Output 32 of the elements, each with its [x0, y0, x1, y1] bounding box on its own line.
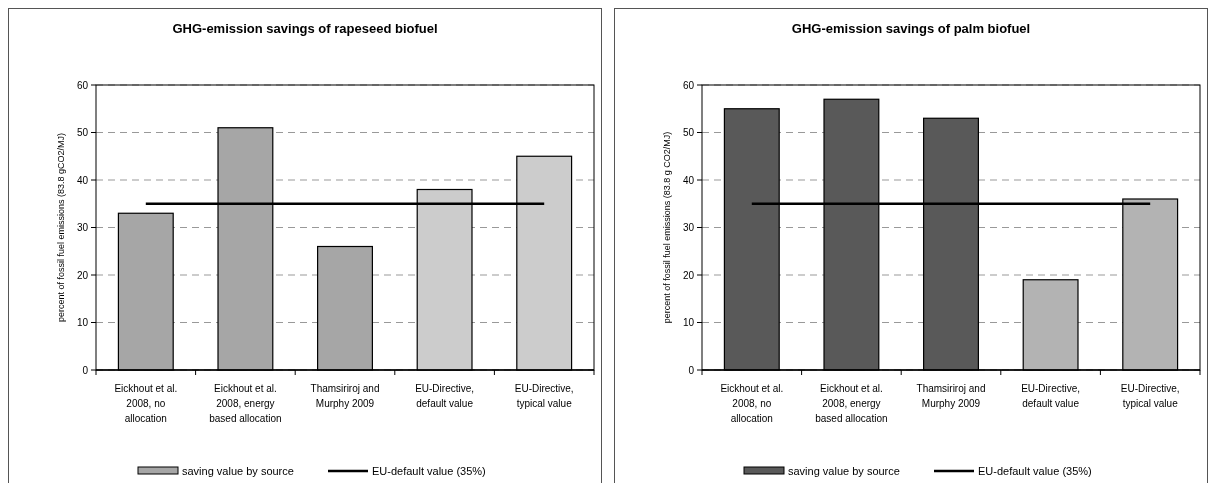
y-tick-label: 50	[682, 127, 695, 138]
y-tick-label: 20	[76, 269, 89, 281]
x-tick-label: EU-Directive, default value	[415, 383, 475, 409]
y-tick-label: 50	[76, 127, 89, 138]
legend-label: EU-default value (35%)	[978, 464, 1092, 477]
y-tick-label: 60	[76, 79, 89, 91]
y-tick-label: 0	[688, 364, 695, 376]
x-tick-label: Thamsiriroj and Murphy 2009	[916, 383, 986, 409]
x-tick-label: EU-Directive, typical value	[1120, 383, 1180, 409]
chart-title: GHG-emission savings of rapeseed biofuel	[172, 21, 438, 36]
y-tick-label: 20	[682, 269, 695, 281]
x-tick-label: EU-Directive, default value	[1021, 383, 1081, 409]
x-tick-label: Eickhout et al. 2008, energy based allocation	[209, 383, 282, 424]
x-tick-label: Thamsiriroj and Murphy 2009	[310, 383, 380, 409]
y-tick-label: 0	[82, 364, 89, 376]
legend-label: EU-default value (35%)	[372, 464, 486, 477]
x-tick-label: EU-Directive, typical value	[514, 383, 574, 409]
y-tick-label: 10	[76, 317, 89, 328]
y-tick-label: 60	[682, 79, 695, 91]
chart-title: GHG-emission savings of palm biofuel	[791, 21, 1031, 36]
y-axis-title: percent of fossil fuel emissions (83.8 gCO2/MJ)	[56, 132, 66, 323]
y-tick-label: 30	[76, 222, 89, 233]
y-axis-title: percent of fossil fuel emissions (83.8 g CO2/MJ)	[662, 131, 672, 324]
x-tick-label: Eickhout et al. 2008, no allocation	[114, 383, 178, 424]
legend-label: saving value by source	[182, 464, 294, 477]
y-tick-label: 10	[682, 317, 695, 328]
legend-label: saving value by source	[788, 464, 900, 477]
y-tick-label: 40	[682, 174, 695, 186]
x-tick-label: Eickhout et al. 2008, energy based allocation	[815, 383, 888, 424]
y-tick-label: 40	[76, 174, 89, 186]
x-tick-label: Eickhout et al. 2008, no allocation	[720, 383, 784, 424]
y-tick-label: 30	[682, 222, 695, 233]
